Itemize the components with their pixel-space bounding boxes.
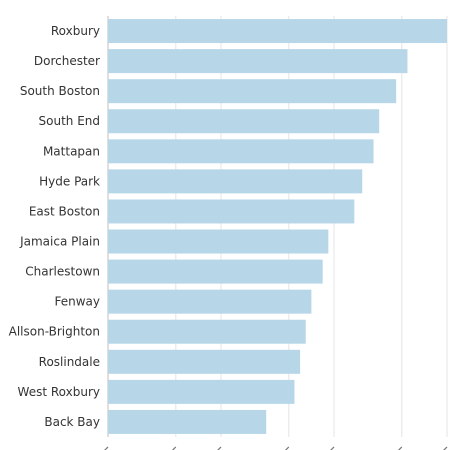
bar-allson-brighton [108,319,306,344]
bar-south-boston [108,79,397,104]
x-tick-mark-5 [397,446,403,450]
bar-charlestown [108,259,323,284]
category-label-3: South End [39,114,101,128]
category-label-0: Roxbury [51,24,100,38]
x-tick-mark-6 [443,446,448,450]
bar-back-bay [108,409,267,434]
category-label-2: South Boston [20,84,100,98]
category-label-7: Jamaica Plain [19,235,100,249]
x-tick-layer [104,446,448,450]
category-label-13: Back Bay [44,415,100,429]
category-label-6: East Boston [29,204,100,218]
category-label-1: Dorchester [34,54,100,68]
bar-roslindale [108,349,301,374]
bar-dorchester [108,49,408,74]
category-label-4: Mattapan [43,144,100,158]
x-tick-mark-2 [217,446,222,450]
category-label-layer: Roxbury Dorchester South Boston South End Ma… [9,24,100,429]
category-label-12: West Roxbury [18,385,100,399]
bar-south-end [108,109,380,134]
category-label-11: Roslindale [39,355,100,369]
bar-layer [108,19,447,434]
bar-roxbury [108,19,447,44]
category-label-10: Allson-Brighton [9,325,100,339]
bar-mattapan [108,139,374,164]
category-label-9: Fenway [54,295,100,309]
category-label-8: Charlestown [25,265,100,279]
bar-jamaica-plain [108,229,329,254]
x-tick-mark-1 [171,446,177,450]
x-tick-mark-3 [284,446,290,450]
grid-layer [107,16,448,437]
bar-west-roxbury [108,379,295,404]
category-label-5: Hyde Park [39,174,100,188]
bar-east-boston [108,199,355,224]
x-tick-mark-4 [330,446,335,450]
bar-hyde-park [108,169,363,194]
bar-fenway [108,289,312,314]
x-tick-mark-0 [104,446,109,450]
